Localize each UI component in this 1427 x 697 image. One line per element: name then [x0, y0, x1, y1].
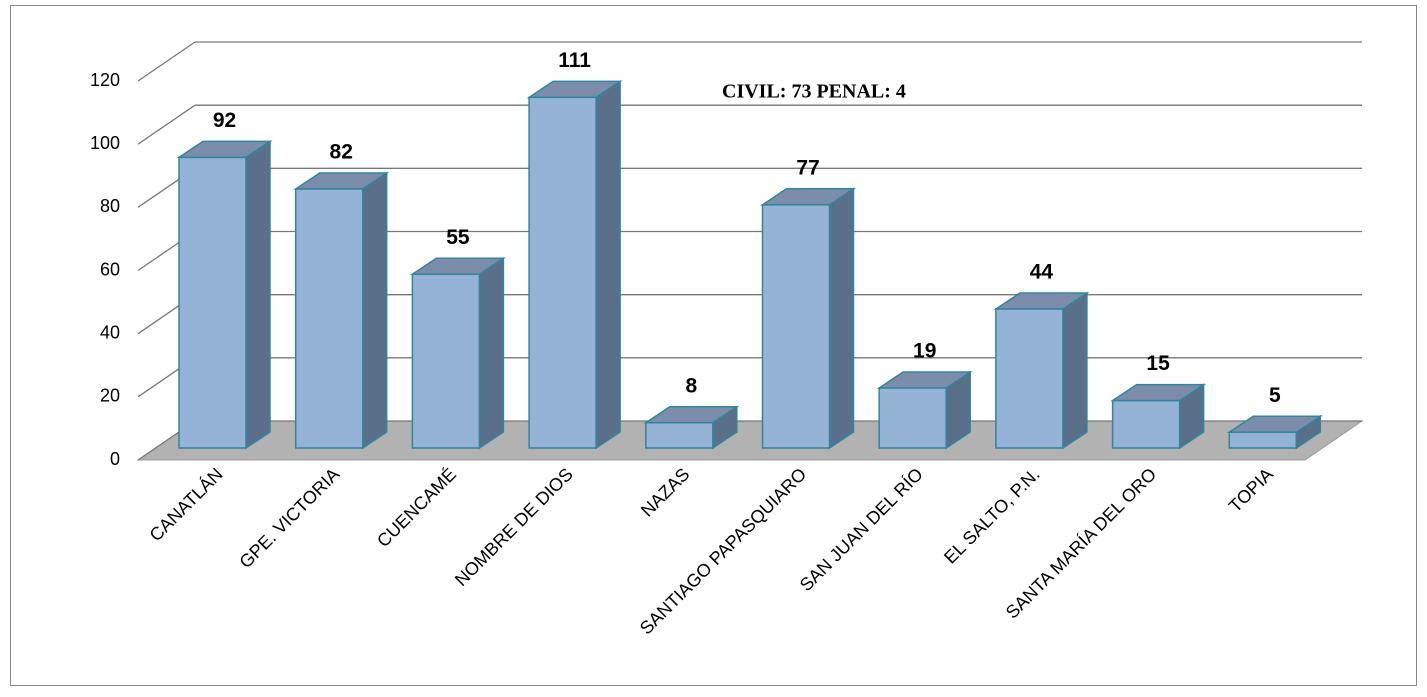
y-tick-label: 60: [100, 259, 120, 279]
value-label: 82: [330, 141, 353, 164]
bar: [411, 273, 481, 449]
side-grid-line: [137, 104, 196, 145]
bar: [1111, 399, 1181, 449]
y-tick-label: 80: [100, 196, 120, 216]
value-label: 77: [796, 156, 819, 179]
value-label: 44: [1030, 261, 1054, 284]
value-label: 8: [685, 374, 697, 397]
value-label: 92: [213, 109, 236, 132]
bar-side: [245, 140, 271, 450]
y-tick-label: 120: [90, 70, 120, 90]
bar-side: [595, 80, 621, 450]
bar: [178, 156, 247, 449]
bar-side: [828, 187, 855, 450]
bar: [645, 421, 714, 449]
bar: [1228, 431, 1298, 449]
y-tick-label: 100: [90, 133, 120, 153]
y-tick-label: 0: [110, 449, 120, 469]
y-tick-label: 20: [100, 386, 120, 406]
y-tick-label: 40: [100, 322, 120, 342]
value-label: 111: [558, 49, 591, 72]
value-label: 5: [1269, 384, 1281, 407]
annotation: CIVIL: 73 PENAL: 4: [722, 81, 906, 103]
bar-side: [361, 171, 388, 450]
bar: [294, 188, 364, 449]
bar-side: [478, 256, 505, 450]
bar: [995, 308, 1064, 449]
value-label: 19: [913, 340, 936, 363]
bar: [761, 204, 831, 449]
value-label: 55: [446, 226, 470, 249]
value-label: 15: [1146, 352, 1170, 375]
bar-side: [1062, 291, 1088, 450]
bar: [528, 96, 597, 449]
bar: [878, 387, 947, 449]
side-grid-line: [137, 41, 196, 82]
